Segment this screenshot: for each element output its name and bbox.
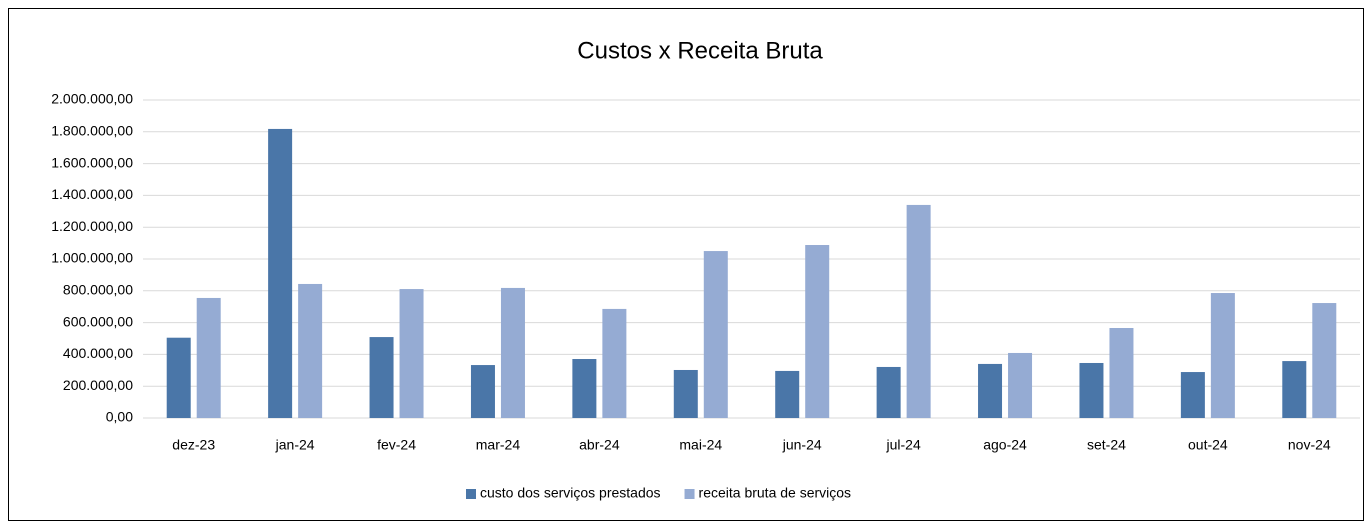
bar xyxy=(369,337,394,418)
bar xyxy=(775,370,800,418)
y-tick-label: 400.000,00 xyxy=(63,345,133,361)
x-tick-label: nov-24 xyxy=(1288,437,1331,453)
bar xyxy=(876,366,901,418)
bar xyxy=(673,369,698,418)
x-tick-label: dez-23 xyxy=(172,437,215,453)
x-tick-label: jan-24 xyxy=(275,437,315,453)
legend-swatch xyxy=(466,489,476,499)
bar xyxy=(602,308,627,418)
bar xyxy=(268,128,293,419)
y-tick-label: 200.000,00 xyxy=(63,377,133,393)
bar xyxy=(1109,328,1134,418)
y-tick-label: 1.200.000,00 xyxy=(51,218,133,234)
y-tick-label: 600.000,00 xyxy=(63,313,133,329)
chart-frame xyxy=(8,8,1364,521)
bar xyxy=(703,251,728,418)
x-tick-label: fev-24 xyxy=(377,437,416,453)
bar xyxy=(1312,303,1337,418)
x-tick-label: jul-24 xyxy=(886,437,921,453)
bar xyxy=(500,287,525,418)
bar xyxy=(1180,372,1205,418)
bar xyxy=(1079,362,1104,418)
y-tick-label: 1.800.000,00 xyxy=(51,123,133,139)
y-tick-label: 1.400.000,00 xyxy=(51,186,133,202)
bar xyxy=(572,359,597,418)
bar xyxy=(166,337,191,418)
bar xyxy=(470,365,495,418)
x-tick-label: out-24 xyxy=(1188,437,1228,453)
legend-label: custo dos serviços prestados xyxy=(480,485,661,501)
x-tick-label: mar-24 xyxy=(476,437,521,453)
y-tick-label: 0,00 xyxy=(106,409,133,425)
bar xyxy=(298,283,323,418)
x-tick-label: ago-24 xyxy=(983,437,1027,453)
x-tick-label: jun-24 xyxy=(782,437,822,453)
legend-label: receita bruta de serviços xyxy=(699,485,852,501)
y-tick-label: 1.000.000,00 xyxy=(51,250,133,266)
x-tick-label: abr-24 xyxy=(579,437,620,453)
bar xyxy=(1008,352,1033,418)
bar xyxy=(978,363,1003,418)
chart-title: Custos x Receita Bruta xyxy=(577,37,823,64)
bar xyxy=(1282,361,1307,418)
bar xyxy=(906,204,931,418)
bar xyxy=(805,245,830,418)
x-tick-label: set-24 xyxy=(1087,437,1126,453)
bar xyxy=(196,297,221,418)
y-tick-label: 1.600.000,00 xyxy=(51,154,133,170)
y-tick-label: 2.000.000,00 xyxy=(51,91,133,107)
y-tick-label: 800.000,00 xyxy=(63,282,133,298)
bar xyxy=(1210,293,1235,418)
x-tick-label: mai-24 xyxy=(679,437,722,453)
legend-swatch xyxy=(684,489,695,499)
bar xyxy=(399,289,424,418)
